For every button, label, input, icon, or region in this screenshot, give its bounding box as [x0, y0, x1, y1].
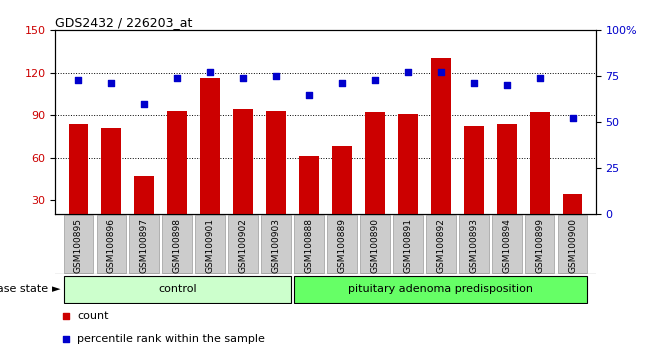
Bar [64, 276, 291, 303]
Text: ►: ► [52, 284, 61, 295]
Point [436, 70, 446, 75]
Point [568, 116, 578, 121]
Bar [294, 276, 587, 303]
Text: GSM100896: GSM100896 [107, 218, 116, 273]
Point [73, 77, 83, 82]
Bar [327, 215, 357, 273]
Point [419, 11, 429, 17]
Point [337, 81, 347, 86]
Bar [497, 124, 517, 242]
Bar [398, 114, 418, 242]
Bar [195, 215, 225, 273]
Text: GSM100893: GSM100893 [469, 218, 478, 273]
Bar [365, 112, 385, 242]
Text: GSM100902: GSM100902 [239, 218, 247, 273]
Point [534, 75, 545, 81]
Bar [130, 215, 159, 273]
Text: GSM100891: GSM100891 [404, 218, 412, 273]
Text: GSM100894: GSM100894 [502, 218, 511, 273]
Point [419, 220, 429, 226]
Bar [558, 215, 587, 273]
Bar [233, 109, 253, 242]
Bar [431, 58, 450, 242]
Text: count: count [77, 311, 109, 321]
Bar [299, 156, 319, 242]
Text: pituitary adenoma predisposition: pituitary adenoma predisposition [348, 284, 533, 295]
Bar [492, 215, 521, 273]
Point [139, 101, 150, 107]
Point [370, 77, 380, 82]
Point [403, 70, 413, 75]
Text: GSM100897: GSM100897 [140, 218, 149, 273]
Text: GSM100895: GSM100895 [74, 218, 83, 273]
Text: GSM100900: GSM100900 [568, 218, 577, 273]
Bar [459, 215, 489, 273]
Text: GSM100898: GSM100898 [173, 218, 182, 273]
Text: GSM100888: GSM100888 [305, 218, 314, 273]
Bar [464, 126, 484, 242]
Bar [64, 215, 93, 273]
Bar [134, 176, 154, 242]
Bar [525, 215, 555, 273]
Bar [530, 112, 549, 242]
Bar [201, 78, 220, 242]
Bar [360, 215, 390, 273]
Bar [426, 215, 456, 273]
Point [469, 81, 479, 86]
Bar [102, 128, 121, 242]
Text: control: control [158, 284, 197, 295]
Text: GSM100903: GSM100903 [271, 218, 281, 273]
Text: GSM100889: GSM100889 [337, 218, 346, 273]
Bar [393, 215, 422, 273]
Text: percentile rank within the sample: percentile rank within the sample [77, 334, 265, 344]
Point [271, 73, 281, 79]
Text: GSM100890: GSM100890 [370, 218, 380, 273]
Bar [68, 124, 89, 242]
Bar [229, 215, 258, 273]
Text: GSM100901: GSM100901 [206, 218, 215, 273]
Point [205, 70, 215, 75]
Text: GSM100899: GSM100899 [535, 218, 544, 273]
Bar [266, 111, 286, 242]
Bar [294, 215, 324, 273]
Point [304, 92, 314, 97]
Point [238, 75, 248, 81]
Bar [162, 215, 192, 273]
Bar [562, 194, 583, 242]
Text: GSM100892: GSM100892 [436, 218, 445, 273]
Bar [167, 111, 187, 242]
Text: GDS2432 / 226203_at: GDS2432 / 226203_at [55, 16, 193, 29]
Point [501, 82, 512, 88]
Bar [261, 215, 291, 273]
Bar [332, 146, 352, 242]
Point [172, 75, 182, 81]
Point [106, 81, 117, 86]
Bar [96, 215, 126, 273]
Text: disease state: disease state [0, 284, 52, 295]
